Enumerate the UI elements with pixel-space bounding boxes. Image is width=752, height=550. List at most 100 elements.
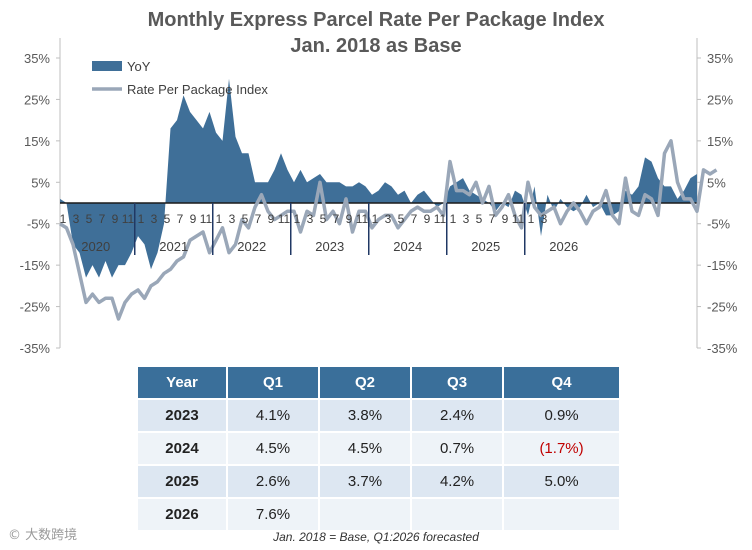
x-tick-label: 11 (122, 212, 135, 226)
chart-area: 35% 35% 25% 25% 15% 15% 5% 5% -5% -5% -15% -15% -25%… (20, 38, 738, 356)
x-tick-label: 1 (138, 212, 145, 226)
table-cell: 2.4% (412, 400, 503, 431)
x-tick-label: 5 (476, 212, 483, 226)
table-cell-negative: (1.7%) (504, 433, 619, 464)
table-row: 2026 7.6% (138, 499, 619, 530)
x-tick-label: 11 (200, 212, 213, 226)
x-tick-label: 9 (502, 212, 509, 226)
year-label: 2023 (315, 239, 344, 254)
x-tick-label: 7 (411, 212, 418, 226)
x-tick-label: 3 (385, 212, 392, 226)
x-tick-label: 3 (541, 212, 548, 226)
table-header-cell: Q2 (320, 367, 411, 398)
rate-index-line-series (59, 139, 718, 321)
x-tick-label: 5 (86, 212, 93, 226)
legend-yoy-swatch (92, 61, 122, 71)
x-tick-label: 5 (320, 212, 327, 226)
table-cell: 2026 (138, 499, 226, 530)
x-tick-label: 9 (190, 212, 197, 226)
y-tick-label-right: 25% (707, 92, 733, 107)
year-label: 2022 (237, 239, 266, 254)
table-header-cell: Year (138, 367, 226, 398)
footnote: Jan. 2018 = Base, Q1:2026 forecasted (273, 530, 479, 544)
table-cell: 4.2% (412, 466, 503, 497)
x-tick-label: 11 (512, 212, 525, 226)
x-tick-label: 7 (255, 212, 262, 226)
table-row: 2025 2.6% 3.7% 4.2% 5.0% (138, 466, 619, 497)
x-tick-label: 1 (372, 212, 379, 226)
year-label: 2020 (81, 239, 110, 254)
table-cell (320, 499, 411, 530)
watermark: © 大数跨境 (8, 528, 78, 543)
x-tick-label: 9 (424, 212, 431, 226)
x-tick-label: 1 (528, 212, 535, 226)
x-tick-label: 11 (434, 212, 447, 226)
table-header-cell: Q3 (412, 367, 503, 398)
legend-yoy-label: YoY (127, 59, 151, 74)
x-tick-label: 11 (278, 212, 291, 226)
table-header-cell: Q1 (227, 367, 319, 398)
x-tick-label: 5 (398, 212, 405, 226)
table-cell: 2.6% (227, 466, 319, 497)
x-tick-label: 1 (294, 212, 301, 226)
y-tick-label-right: -25% (707, 300, 738, 315)
table-cell (412, 499, 503, 530)
table-cell: 4.1% (227, 400, 319, 431)
x-tick-label: 9 (346, 212, 353, 226)
legend-index-label: Rate Per Package Index (127, 82, 268, 97)
x-tick-label: 1 (60, 212, 67, 226)
year-label: 2021 (159, 239, 188, 254)
table-header-cell: Q4 (504, 367, 619, 398)
table-cell: 4.5% (227, 433, 319, 464)
x-tick-label: 3 (463, 212, 470, 226)
x-tick-label: 3 (151, 212, 158, 226)
x-tick-label: 1 (216, 212, 223, 226)
table-cell: 0.9% (504, 400, 619, 431)
y-tick-label-right: 35% (707, 51, 733, 66)
chart-subtitle: Jan. 2018 as Base (290, 35, 462, 57)
table-cell: 4.5% (320, 433, 411, 464)
x-tick-label: 3 (307, 212, 314, 226)
y-tick-label-left: 5% (31, 175, 50, 190)
y-tick-label-left: 15% (24, 134, 50, 149)
year-label: 2024 (393, 239, 422, 254)
year-label: 2026 (549, 239, 578, 254)
x-tick-label: 9 (268, 212, 275, 226)
y-tick-label-left: -15% (20, 258, 51, 273)
y-tick-label-right: 15% (707, 134, 733, 149)
year-label: 2025 (471, 239, 500, 254)
x-tick-label: 9 (112, 212, 119, 226)
summary-table: Year Q1 Q2 Q3 Q4 2023 4.1% 3.8% 2.4% 0.9… (136, 365, 621, 532)
y-tick-label-right: -15% (707, 258, 738, 273)
table-cell: 2025 (138, 466, 226, 497)
x-tick-label: 7 (177, 212, 184, 226)
x-tick-label: 7 (333, 212, 340, 226)
x-tick-label: 1 (450, 212, 457, 226)
x-tick-label: 11 (356, 212, 369, 226)
y-tick-label-left: 35% (24, 51, 50, 66)
table-cell: 5.0% (504, 466, 619, 497)
y-tick-label-right: 5% (707, 175, 726, 190)
y-tick-label-left: -35% (20, 341, 51, 356)
yoy-area-series (60, 78, 697, 278)
table-row: 2024 4.5% 4.5% 0.7% (1.7%) (138, 433, 619, 464)
x-tick-label: 5 (242, 212, 249, 226)
y-tick-label-left: -25% (20, 300, 51, 315)
x-tick-label: 5 (164, 212, 171, 226)
y-tick-label-left: -5% (27, 217, 51, 232)
y-tick-label-right: -5% (707, 217, 731, 232)
y-tick-label-right: -35% (707, 341, 738, 356)
x-tick-label: 3 (229, 212, 236, 226)
x-tick-label: 7 (99, 212, 106, 226)
x-tick-label: 3 (73, 212, 80, 226)
x-tick-label: 7 (489, 212, 496, 226)
table-cell: 2024 (138, 433, 226, 464)
chart-title: Monthly Express Parcel Rate Per Package … (147, 9, 605, 31)
table-cell (504, 499, 619, 530)
table-row: 2023 4.1% 3.8% 2.4% 0.9% (138, 400, 619, 431)
table-cell: 7.6% (227, 499, 319, 530)
table-cell: 3.8% (320, 400, 411, 431)
y-tick-label-left: 25% (24, 92, 50, 107)
table-header-row: Year Q1 Q2 Q3 Q4 (138, 367, 619, 398)
table-cell: 0.7% (412, 433, 503, 464)
